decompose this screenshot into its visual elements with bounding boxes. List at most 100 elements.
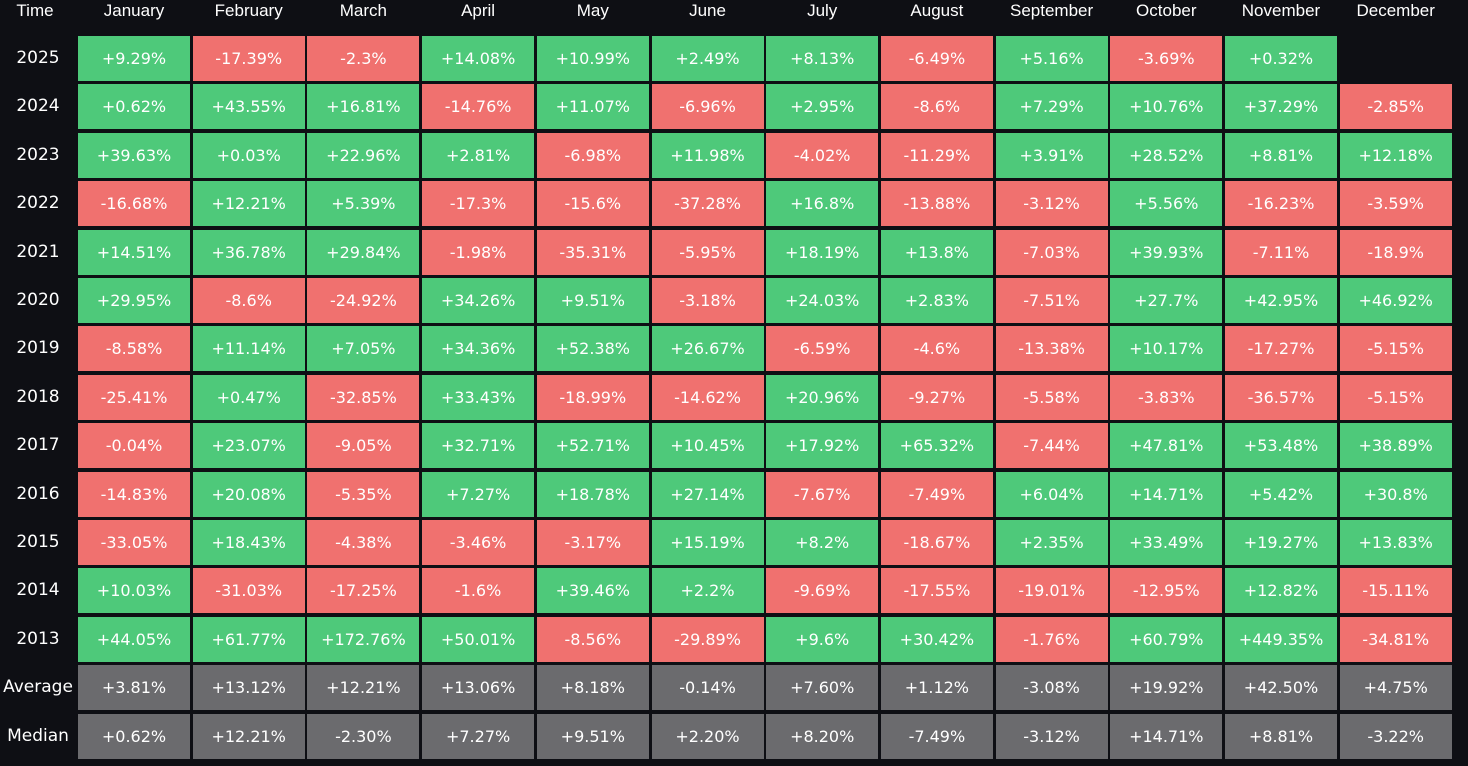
negative-return-cell: -25.41% — [78, 375, 190, 420]
positive-return-cell: +39.63% — [78, 133, 190, 178]
positive-return-cell: +13.83% — [1339, 520, 1452, 565]
positive-return-cell: +7.29% — [995, 84, 1108, 129]
negative-return-cell: -4.38% — [307, 520, 420, 565]
positive-return-cell: +2.49% — [651, 36, 764, 81]
positive-return-cell: +12.21% — [192, 181, 305, 226]
negative-return-cell: -4.6% — [880, 326, 993, 371]
negative-return-cell: -6.49% — [880, 36, 993, 81]
summary-cell: +8.20% — [766, 714, 879, 759]
negative-return-cell: -9.05% — [307, 423, 420, 468]
negative-return-cell: -5.35% — [307, 472, 420, 517]
negative-return-cell: -34.81% — [1339, 617, 1452, 662]
negative-return-cell: -1.76% — [995, 617, 1108, 662]
table-row: 2023 +39.63% +0.03% +22.96% +2.81% -6.98% +11.… — [0, 133, 1468, 178]
positive-return-cell: +42.95% — [1225, 278, 1337, 323]
year-label: 2022 — [16, 193, 60, 213]
summary-cell: +3.81% — [78, 665, 190, 710]
year-label: 2017 — [16, 435, 60, 455]
year-label: 2020 — [16, 290, 60, 310]
negative-return-cell: -14.83% — [78, 472, 190, 517]
year-label: 2013 — [16, 629, 60, 649]
positive-return-cell: +16.8% — [766, 181, 879, 226]
month-header-july: July — [807, 1, 838, 20]
positive-return-cell: +20.96% — [766, 375, 879, 420]
positive-return-cell: +19.27% — [1225, 520, 1337, 565]
negative-return-cell: -5.15% — [1339, 326, 1452, 371]
year-label: 2014 — [16, 580, 60, 600]
positive-return-cell: +10.99% — [536, 36, 649, 81]
negative-return-cell: -2.3% — [307, 36, 420, 81]
month-header-january: January — [103, 1, 165, 20]
summary-cell: +1.12% — [880, 665, 993, 710]
negative-return-cell: -6.98% — [536, 133, 649, 178]
positive-return-cell: +10.45% — [651, 423, 764, 468]
negative-return-cell: -3.46% — [422, 520, 535, 565]
positive-return-cell: +22.96% — [307, 133, 420, 178]
negative-return-cell: -3.17% — [536, 520, 649, 565]
positive-return-cell: +172.76% — [307, 617, 420, 662]
summary-row-label: Average — [3, 677, 73, 697]
negative-return-cell: -7.44% — [995, 423, 1108, 468]
table-row: 2021 +14.51% +36.78% +29.84% -1.98% -35.31% -5… — [0, 230, 1468, 275]
positive-return-cell: +30.42% — [880, 617, 993, 662]
positive-return-cell: +29.84% — [307, 230, 420, 275]
negative-return-cell: -14.76% — [422, 84, 535, 129]
year-label: 2019 — [16, 338, 60, 358]
positive-return-cell: +0.32% — [1225, 36, 1337, 81]
positive-return-cell: +65.32% — [880, 423, 993, 468]
month-header-april: April — [461, 1, 496, 20]
positive-return-cell: +5.56% — [1110, 181, 1223, 226]
positive-return-cell: +12.82% — [1225, 568, 1337, 613]
positive-return-cell: +20.08% — [192, 472, 305, 517]
positive-return-cell: +0.47% — [192, 375, 305, 420]
summary-cell: +2.20% — [651, 714, 764, 759]
negative-return-cell: -14.62% — [651, 375, 764, 420]
negative-return-cell: -8.6% — [880, 84, 993, 129]
positive-return-cell: +61.77% — [192, 617, 305, 662]
negative-return-cell: -17.39% — [192, 36, 305, 81]
year-label: 2018 — [16, 387, 60, 407]
negative-return-cell: -9.69% — [766, 568, 879, 613]
negative-return-cell: -31.03% — [192, 568, 305, 613]
positive-return-cell: +10.03% — [78, 568, 190, 613]
positive-return-cell: +6.04% — [995, 472, 1108, 517]
negative-return-cell: -11.29% — [880, 133, 993, 178]
negative-return-cell: -7.03% — [995, 230, 1108, 275]
positive-return-cell: +0.03% — [192, 133, 305, 178]
table-row: 2016 -14.83% +20.08% -5.35% +7.27% +18.78% +27… — [0, 472, 1468, 517]
positive-return-cell: +9.29% — [78, 36, 190, 81]
month-header-september: September — [1010, 1, 1094, 20]
positive-return-cell: +5.39% — [307, 181, 420, 226]
negative-return-cell: -24.92% — [307, 278, 420, 323]
negative-return-cell: -13.38% — [995, 326, 1108, 371]
month-header-february: February — [214, 1, 283, 20]
negative-return-cell: -4.02% — [766, 133, 879, 178]
positive-return-cell: +2.35% — [995, 520, 1108, 565]
summary-cell: -3.22% — [1339, 714, 1452, 759]
summary-cell: +19.92% — [1110, 665, 1223, 710]
negative-return-cell: -1.98% — [422, 230, 535, 275]
negative-return-cell: -15.6% — [536, 181, 649, 226]
summary-cell: -2.30% — [307, 714, 420, 759]
month-header-august: August — [910, 1, 964, 20]
positive-return-cell: +18.78% — [536, 472, 649, 517]
summary-cell: +0.62% — [78, 714, 190, 759]
negative-return-cell: -37.28% — [651, 181, 764, 226]
month-header-may: May — [576, 1, 609, 20]
summary-cell: +8.18% — [536, 665, 649, 710]
negative-return-cell: -6.96% — [651, 84, 764, 129]
positive-return-cell: +43.55% — [192, 84, 305, 129]
positive-return-cell: +10.17% — [1110, 326, 1223, 371]
summary-cell: -7.49% — [880, 714, 993, 759]
negative-return-cell: -33.05% — [78, 520, 190, 565]
negative-return-cell: -18.99% — [536, 375, 649, 420]
positive-return-cell: +14.51% — [78, 230, 190, 275]
negative-return-cell: -6.59% — [766, 326, 879, 371]
positive-return-cell: +44.05% — [78, 617, 190, 662]
summary-cell: +12.21% — [307, 665, 420, 710]
positive-return-cell: +30.8% — [1339, 472, 1452, 517]
positive-return-cell: +24.03% — [766, 278, 879, 323]
negative-return-cell: -36.57% — [1225, 375, 1337, 420]
negative-return-cell: -8.58% — [78, 326, 190, 371]
positive-return-cell: +8.13% — [766, 36, 879, 81]
